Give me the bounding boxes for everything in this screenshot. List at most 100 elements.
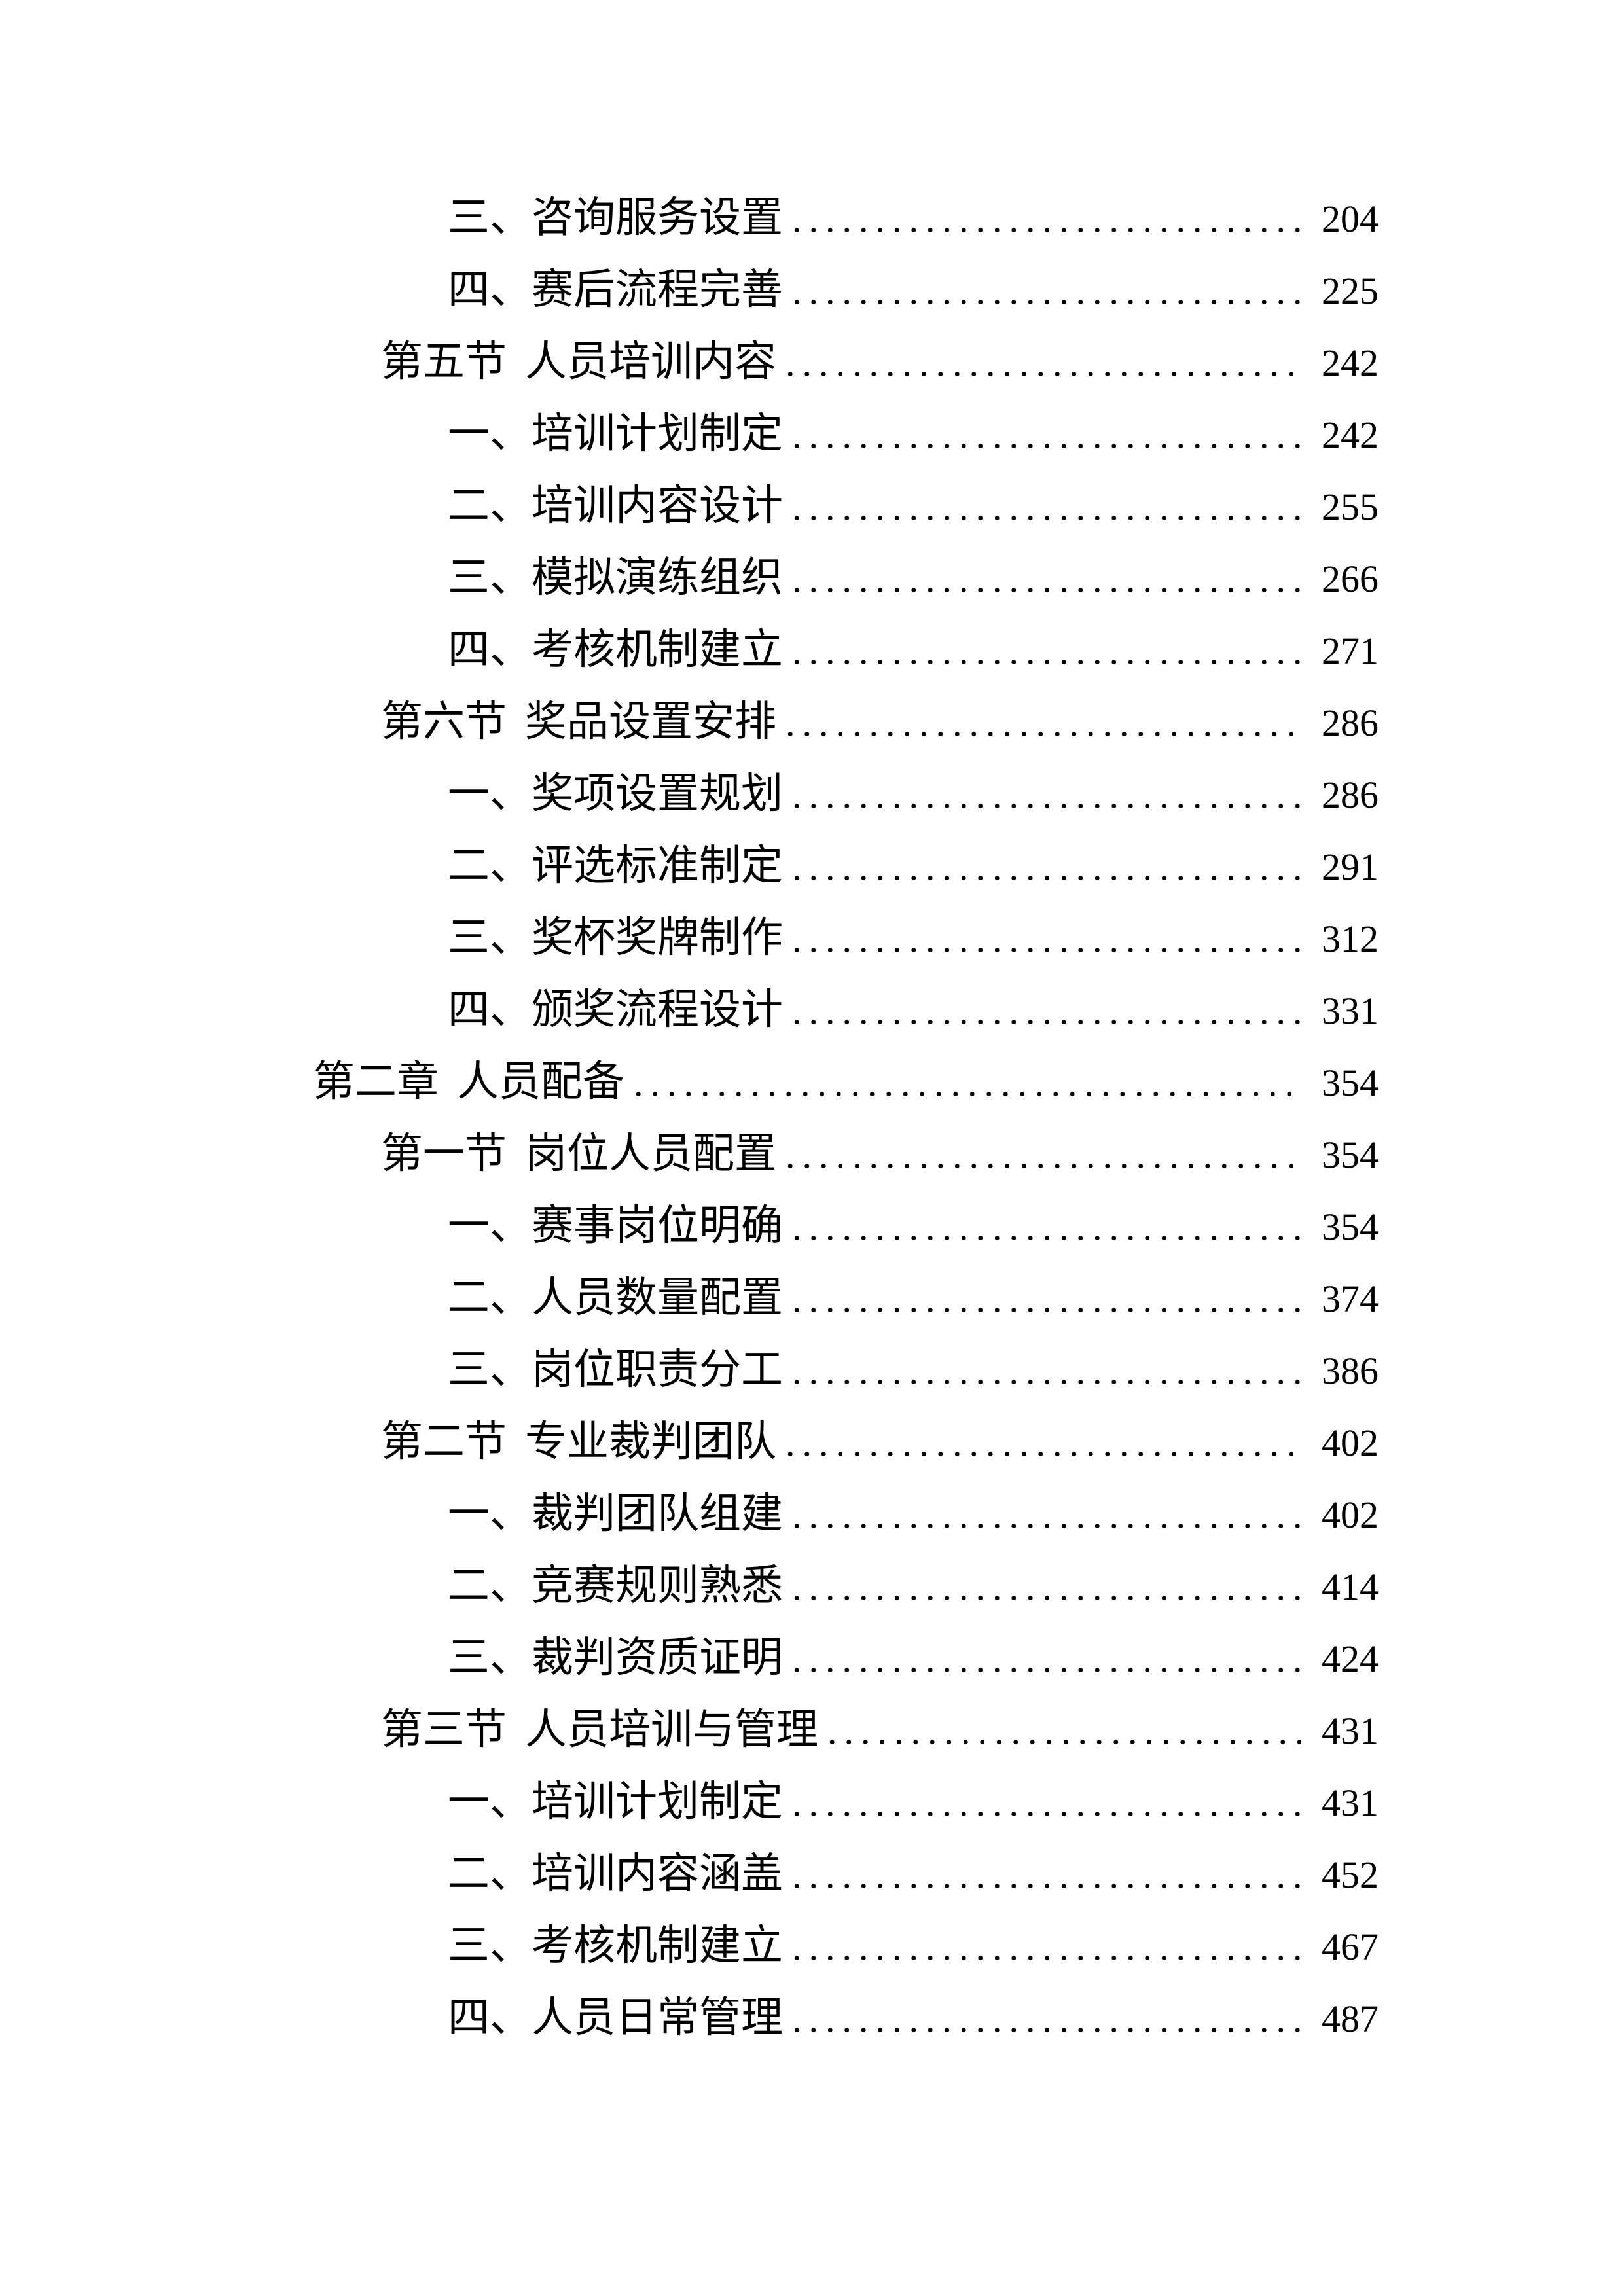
dot-leader bbox=[776, 686, 1301, 759]
toc-entry-page: 286 bbox=[1322, 774, 1379, 816]
toc-entry-page: 374 bbox=[1322, 1278, 1379, 1320]
toc-entry-number: 第五节 bbox=[381, 338, 507, 385]
toc-entry-title: 咨询服务设置 bbox=[532, 194, 783, 241]
toc-entry: 二、 竞赛规则熟悉 414 bbox=[0, 1550, 1624, 1622]
toc-entry-title: 裁判团队组建 bbox=[532, 1490, 783, 1537]
toc-entry: 三、 模拟演练组织 266 bbox=[0, 542, 1624, 614]
toc-entry-page: 414 bbox=[1322, 1566, 1379, 1608]
toc-entry-number: 一、 bbox=[448, 1778, 532, 1825]
toc-entry-page: 242 bbox=[1322, 342, 1379, 384]
toc-entry: 一、 奖项设置规划 286 bbox=[0, 758, 1624, 830]
toc-entry-title: 培训计划制定 bbox=[532, 1778, 783, 1825]
toc-entry-title: 考核机制建立 bbox=[532, 1922, 783, 1969]
toc-entry-number: 二、 bbox=[448, 1274, 532, 1321]
toc-entry: 三、 咨询服务设置 204 bbox=[0, 182, 1624, 254]
toc-entry-title: 人员数量配置 bbox=[532, 1274, 783, 1321]
toc-entry: 一、 裁判团队组建 402 bbox=[0, 1478, 1624, 1550]
toc-entry-number: 第三节 bbox=[381, 1706, 507, 1753]
toc-entry: 第五节 人员培训内容 242 bbox=[0, 326, 1624, 398]
dot-leader bbox=[783, 1550, 1301, 1623]
toc-entry: 三、 岗位职责分工 386 bbox=[0, 1334, 1624, 1406]
toc-entry: 第六节 奖品设置安排 286 bbox=[0, 686, 1624, 758]
toc-entry-page: 286 bbox=[1322, 702, 1379, 744]
toc-entry: 第二节 专业裁判团队 402 bbox=[0, 1406, 1624, 1478]
toc-entry-number: 三、 bbox=[448, 1634, 532, 1681]
toc-entry-title: 人员配备 bbox=[457, 1058, 624, 1105]
dot-leader bbox=[783, 830, 1301, 903]
table-of-contents: 三、 咨询服务设置 204 四、 赛后流程完善 225 第五节 人员培训内容 2… bbox=[0, 182, 1624, 2054]
toc-entry: 二、 评选标准制定 291 bbox=[0, 830, 1624, 902]
toc-entry-number: 第六节 bbox=[381, 698, 507, 745]
toc-entry-page: 255 bbox=[1322, 486, 1379, 528]
toc-entry-number: 二、 bbox=[448, 842, 532, 889]
dot-leader bbox=[783, 1838, 1301, 1911]
toc-entry-page: 424 bbox=[1322, 1638, 1379, 1680]
toc-entry: 三、 考核机制建立 467 bbox=[0, 1910, 1624, 1982]
toc-entry: 一、 培训计划制定 242 bbox=[0, 398, 1624, 470]
toc-entry: 三、 裁判资质证明 424 bbox=[0, 1622, 1624, 1694]
toc-entry-title: 赛后流程完善 bbox=[532, 266, 783, 313]
toc-entry-number: 第二章 bbox=[313, 1058, 439, 1105]
toc-entry-page: 266 bbox=[1322, 558, 1379, 600]
toc-entry-page: 402 bbox=[1322, 1494, 1379, 1536]
toc-entry-title: 赛事岗位明确 bbox=[532, 1202, 783, 1249]
toc-entry-page: 271 bbox=[1322, 630, 1379, 672]
toc-entry: 四、 颁奖流程设计 331 bbox=[0, 974, 1624, 1046]
toc-entry-page: 354 bbox=[1322, 1062, 1379, 1104]
toc-entry-title: 奖杯奖牌制作 bbox=[532, 914, 783, 961]
dot-leader bbox=[783, 470, 1301, 543]
toc-entry-title: 奖品设置安排 bbox=[525, 698, 776, 745]
toc-entry-title: 奖项设置规划 bbox=[532, 770, 783, 817]
toc-entry-number: 二、 bbox=[448, 482, 532, 529]
dot-leader bbox=[776, 1406, 1301, 1479]
dot-leader bbox=[783, 1622, 1301, 1695]
toc-entry-number: 一、 bbox=[448, 410, 532, 457]
toc-entry-page: 452 bbox=[1322, 1854, 1379, 1896]
toc-entry-title: 评选标准制定 bbox=[532, 842, 783, 889]
dot-leader bbox=[783, 542, 1301, 615]
toc-entry: 三、 奖杯奖牌制作 312 bbox=[0, 902, 1624, 974]
dot-leader bbox=[783, 1910, 1301, 1983]
dot-leader bbox=[783, 1982, 1301, 2055]
toc-entry-number: 四、 bbox=[448, 1994, 532, 2041]
toc-entry-title: 人员培训与管理 bbox=[525, 1706, 818, 1753]
dot-leader bbox=[783, 398, 1301, 471]
toc-entry-page: 487 bbox=[1322, 1998, 1379, 2040]
toc-entry-title: 专业裁判团队 bbox=[525, 1418, 776, 1465]
toc-entry-number: 三、 bbox=[448, 194, 532, 241]
toc-entry-page: 242 bbox=[1322, 414, 1379, 456]
toc-entry-title: 岗位职责分工 bbox=[532, 1346, 783, 1393]
toc-entry: 第一节 岗位人员配置 354 bbox=[0, 1118, 1624, 1190]
toc-entry-page: 386 bbox=[1322, 1350, 1379, 1392]
toc-entry-number: 第一节 bbox=[381, 1130, 507, 1177]
toc-entry-page: 331 bbox=[1322, 990, 1379, 1032]
dot-leader bbox=[783, 974, 1301, 1047]
dot-leader bbox=[783, 902, 1301, 975]
toc-entry-page: 431 bbox=[1322, 1782, 1379, 1824]
toc-entry-page: 312 bbox=[1322, 918, 1379, 960]
toc-entry: 一、 赛事岗位明确 354 bbox=[0, 1190, 1624, 1262]
dot-leader bbox=[624, 1046, 1301, 1119]
toc-entry-number: 三、 bbox=[448, 554, 532, 601]
toc-entry-number: 四、 bbox=[448, 626, 532, 673]
dot-leader bbox=[783, 182, 1301, 255]
toc-entry-title: 岗位人员配置 bbox=[525, 1130, 776, 1177]
toc-entry-page: 431 bbox=[1322, 1710, 1379, 1752]
toc-entry-number: 第二节 bbox=[381, 1418, 507, 1465]
toc-entry: 二、 人员数量配置 374 bbox=[0, 1262, 1624, 1334]
dot-leader bbox=[783, 1262, 1301, 1335]
toc-entry-number: 一、 bbox=[448, 770, 532, 817]
toc-entry-title: 裁判资质证明 bbox=[532, 1634, 783, 1681]
toc-entry: 四、 人员日常管理 487 bbox=[0, 1982, 1624, 2054]
toc-entry-page: 291 bbox=[1322, 846, 1379, 888]
toc-entry-page: 467 bbox=[1322, 1926, 1379, 1968]
dot-leader bbox=[783, 1190, 1301, 1263]
toc-entry: 第二章 人员配备 354 bbox=[0, 1046, 1624, 1118]
toc-entry-title: 人员培训内容 bbox=[525, 338, 776, 385]
toc-entry-number: 三、 bbox=[448, 1346, 532, 1393]
toc-entry-number: 二、 bbox=[448, 1562, 532, 1609]
dot-leader bbox=[783, 254, 1301, 327]
toc-entry-page: 354 bbox=[1322, 1206, 1379, 1248]
toc-entry-number: 三、 bbox=[448, 914, 532, 961]
